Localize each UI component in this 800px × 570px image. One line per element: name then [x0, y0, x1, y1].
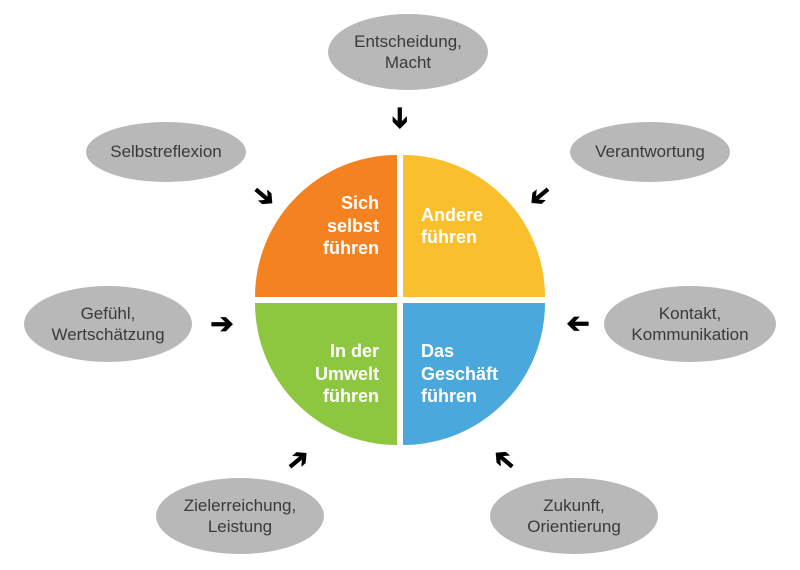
- arrow-top-right: ➔: [522, 178, 558, 215]
- quadrant-top-left-label: Sich selbst führen: [309, 192, 397, 260]
- oval-bottom-right: Zukunft, Orientierung: [490, 478, 658, 554]
- arrow-bottom-left: ➔: [280, 442, 316, 479]
- oval-top: Entscheidung, Macht: [328, 14, 488, 90]
- quadrant-bottom-left-label: In der Umwelt führen: [301, 340, 397, 408]
- arrow-right: ➔: [566, 310, 589, 338]
- oval-right-label: Kontakt, Kommunikation: [631, 303, 748, 346]
- oval-bottom-left: Zielerreichung, Leistung: [156, 478, 324, 554]
- oval-top-right: Verantwortung: [570, 122, 730, 182]
- quadrant-top-left: Sich selbst führen: [255, 155, 397, 297]
- oval-bottom-right-label: Zukunft, Orientierung: [527, 495, 621, 538]
- quadrant-bottom-right: Das Geschäft führen: [403, 303, 545, 445]
- oval-top-left-label: Selbstreflexion: [110, 141, 222, 162]
- oval-top-label: Entscheidung, Macht: [354, 31, 462, 74]
- oval-right: Kontakt, Kommunikation: [604, 286, 776, 362]
- oval-left: Gefühl, Wertschätzung: [24, 286, 192, 362]
- oval-bottom-left-label: Zielerreichung, Leistung: [184, 495, 296, 538]
- quadrant-top-right-label: Andere führen: [403, 204, 497, 249]
- diagram-stage: Sich selbst führen Andere führen In der …: [0, 0, 800, 570]
- oval-top-left: Selbstreflexion: [86, 122, 246, 182]
- arrow-left: ➔: [210, 310, 233, 338]
- arrow-top-left: ➔: [246, 178, 282, 215]
- quadrant-bottom-right-label: Das Geschäft führen: [403, 340, 512, 408]
- oval-left-label: Gefühl, Wertschätzung: [51, 303, 164, 346]
- oval-top-right-label: Verantwortung: [595, 141, 705, 162]
- arrow-top: ➔: [386, 106, 414, 129]
- arrow-bottom-right: ➔: [486, 442, 522, 479]
- quadrant-top-right: Andere führen: [403, 155, 545, 297]
- quadrant-bottom-left: In der Umwelt führen: [255, 303, 397, 445]
